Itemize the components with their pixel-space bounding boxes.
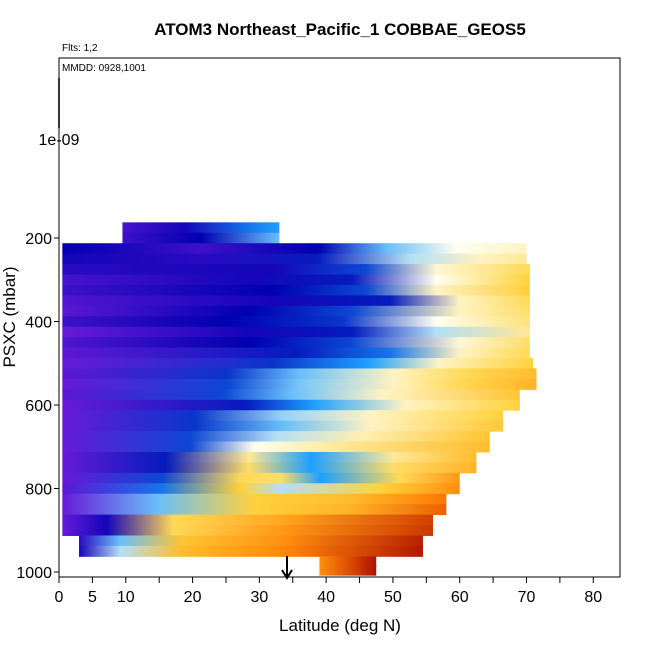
heatmap-band — [62, 399, 520, 411]
heatmap-band — [62, 316, 530, 328]
heatmap-band — [62, 472, 460, 484]
y-extra-label: 1e-09 — [39, 132, 80, 149]
heatmap-band — [62, 420, 504, 432]
x-tick-label: 10 — [117, 589, 135, 606]
heatmap-band — [62, 305, 530, 317]
heatmap-band — [122, 232, 280, 244]
heatmap-band — [62, 410, 504, 422]
heatmap-band — [62, 441, 490, 453]
heatmap-band — [62, 462, 477, 474]
chart-title: ATOM3 Northeast_Pacific_1 COBBAE_GEOS5 — [154, 20, 526, 39]
y-tick-label: 600 — [25, 398, 52, 415]
heatmap-band — [62, 326, 530, 338]
y-axis-label: PSXC (mbar) — [0, 266, 19, 367]
heatmap-band — [319, 564, 377, 576]
heatmap-band — [62, 389, 520, 401]
x-axis: 0 5 10 20 30 40 50 60 70 80 — [55, 577, 602, 606]
heatmap-band — [319, 556, 377, 568]
heatmap-band — [62, 368, 537, 380]
heatmap-band — [62, 347, 530, 359]
heatmap-band — [122, 222, 280, 234]
x-tick-label: 30 — [250, 589, 268, 606]
x-tick-label: 60 — [451, 589, 469, 606]
y-tick-label: 200 — [25, 231, 52, 248]
heatmap-band — [62, 431, 490, 443]
x-tick-label: 80 — [584, 589, 602, 606]
x-tick-label: 5 — [88, 589, 97, 606]
heatmap-band — [62, 284, 530, 296]
plot-frame — [58, 57, 621, 578]
heatmap-band — [62, 483, 460, 495]
x-axis-label: Latitude (deg N) — [279, 616, 401, 635]
x-tick-label: 50 — [384, 589, 402, 606]
heatmap-band — [62, 274, 530, 286]
x-tick-label: 20 — [184, 589, 202, 606]
annotation-flights: Flts: 1,2 — [62, 43, 98, 54]
y-tick-label: 1000 — [16, 565, 52, 582]
x-tick-label: 40 — [317, 589, 335, 606]
heatmap-band — [62, 504, 447, 516]
heatmap-band — [79, 535, 423, 547]
heatmap-band — [62, 378, 537, 390]
heatmap-band — [62, 493, 447, 505]
heatmap-band — [62, 337, 530, 349]
heatmap-band — [62, 358, 534, 369]
heatmap-band — [62, 264, 530, 276]
y-axis: 200 400 600 800 1000 — [16, 231, 59, 582]
x-tick-label: 70 — [518, 589, 536, 606]
latitude-marker-arrow — [281, 556, 293, 580]
y-tick-label: 400 — [25, 315, 52, 332]
heatmap-band — [62, 514, 433, 526]
x-tick-label: 0 — [55, 589, 64, 606]
heatmap-band — [62, 525, 433, 536]
heatmap-band — [79, 545, 423, 557]
heatmap-band — [62, 243, 527, 255]
heatmap-band — [62, 295, 530, 307]
heatmap-band — [62, 253, 527, 265]
y-tick-label: 800 — [25, 482, 52, 499]
plot-area — [62, 222, 537, 576]
annotation-dates: MMDD: 0928,1001 — [62, 63, 146, 74]
heatmap-band — [62, 451, 477, 463]
